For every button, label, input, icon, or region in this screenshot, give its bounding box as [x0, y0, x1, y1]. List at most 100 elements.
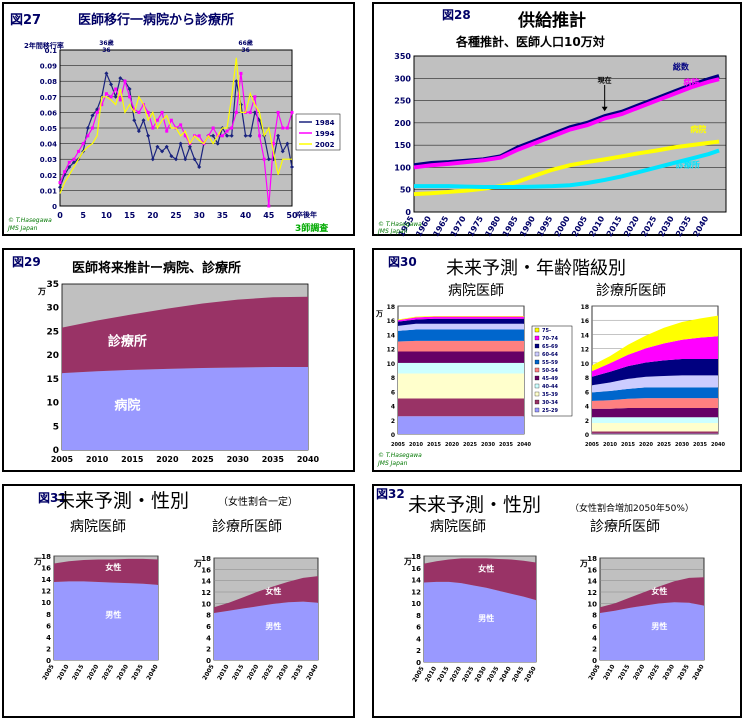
fig32-clin-ytick-label: 12 [587, 589, 597, 597]
fig31-left-sub: 病院医師 [70, 519, 126, 535]
fig28-ytick-label: 350 [394, 52, 411, 61]
fig30-hosp-area-band [398, 362, 524, 374]
fig31-clin-unit: 万 [193, 559, 202, 568]
fig27-data-point [113, 94, 118, 99]
fig30-svg: 図30 未来予測・年齢階級別 病院医師 診療所医師 万 0 2 4 6 8 10 12 14 1… [375, 255, 725, 467]
fig31-hosp-ytick-label: 2 [46, 645, 51, 653]
fig31-hosp-xtick-label: 2030 [116, 664, 130, 682]
fig30-clin-xtick-label: 2005 [585, 442, 599, 448]
fig27-data-point [90, 113, 95, 118]
fig28-ytick-label: 300 [394, 74, 411, 83]
fig27-data-point [132, 118, 137, 123]
fig30-hospital-plot: 0 2 4 6 8 10 12 14 16 18 2005 2010 2015 2020 2025 2030 2… [387, 304, 532, 448]
fig29-ytick-label: 35 [46, 280, 59, 290]
fig27-data-point [281, 126, 285, 130]
fig27-data-point [90, 126, 94, 130]
fig27-data-point [253, 95, 257, 99]
fig28-xtick-label: 1965 [431, 214, 450, 238]
figure-32-panel: 図32 未来予測・性別 （女性割合増加2050年50%） 病院医師 診療所医師 … [372, 484, 742, 718]
fig31-hosp-ytick-label: 14 [41, 576, 51, 584]
fig27-data-point [118, 76, 123, 81]
fig32-clin-ytick-label: 0 [592, 657, 597, 665]
fig29-unit: 万 [37, 287, 46, 296]
fig32-clin-ytick-label: 2 [592, 646, 597, 654]
fig27-data-point [71, 160, 76, 165]
fig31-hosp-ytick-label: 0 [46, 657, 51, 665]
fig28-series-line [413, 77, 720, 170]
fig30-legend-swatch [534, 367, 540, 373]
fig27-data-point [248, 133, 253, 138]
fig27-data-point [104, 92, 108, 96]
fig27-data-point [72, 157, 76, 161]
fig32-clin-xtick-label: 2030 [662, 664, 676, 682]
fig28-plot-bg [413, 55, 727, 213]
fig27-ytick-label: 0.09 [40, 63, 57, 71]
fig30-legend-swatch [534, 391, 540, 397]
fig27-data-point [100, 103, 104, 107]
fig30-clin-ytick-label: 6 [585, 389, 589, 396]
fig27-data-point [183, 134, 187, 138]
fig30-hosp-area-band [398, 323, 524, 331]
fig31-hosp-ytick-label: 4 [46, 634, 51, 642]
fig31-clin-series-label: 女性 [265, 586, 281, 596]
fig30-legend-swatch [534, 359, 540, 365]
fig28-xtick-label: 1970 [449, 214, 468, 238]
fig27-data-point [266, 157, 271, 162]
fig27-data-point [243, 133, 248, 138]
fig27-source: 3師調査 [295, 222, 329, 234]
fig27-annotation-sub: 36 [102, 47, 110, 54]
fig29-xtick-label: 2030 [227, 455, 250, 464]
fig28-series-label: 病院 [683, 77, 699, 87]
fig27-data-point [67, 160, 71, 164]
fig29-ytick-label: 5 [53, 422, 59, 432]
fig31-hosp-unit: 万 [33, 557, 42, 566]
fig29-title: 医師将来推計ー病院、診療所 [72, 260, 241, 276]
fig32-clin-ytick-label: 10 [587, 600, 597, 608]
fig31-hosp-xtick-label: 2015 [71, 664, 85, 682]
fig32-hosp-ytick-label: 0 [416, 659, 421, 667]
fig29-ytick-label: 0 [53, 446, 59, 456]
fig27-data-point [155, 118, 159, 122]
fig30-clin-xtick-label: 2015 [621, 442, 635, 448]
fig27-xtick-label: 50 [286, 211, 298, 220]
fig27-ytick-label: 0.04 [40, 141, 57, 149]
fig32-hosp-ytick-label: 4 [416, 635, 421, 643]
fig27-data-point [211, 126, 215, 130]
fig27-data-point [234, 110, 238, 114]
fig27-data-point [155, 144, 160, 149]
fig27-data-point [160, 110, 164, 114]
fig27-data-point [63, 170, 67, 174]
fig27-data-point [215, 141, 220, 146]
fig30-hosp-ytick-label: 12 [387, 347, 395, 354]
fig30-legend-swatch [534, 343, 540, 349]
fig27-data-point [104, 71, 109, 76]
fig32-clin-ytick-label: 4 [592, 634, 597, 642]
fig30-clin-xtick-label: 2035 [693, 442, 707, 448]
fig32-hosp-area-band [424, 558, 536, 601]
fig31-clin-ytick-label: 10 [201, 600, 211, 608]
fig27-data-point [174, 157, 178, 162]
fig29-xtick-label: 2015 [121, 455, 144, 464]
fig27-data-point [225, 129, 229, 133]
fig27-xlabel: 卒後年 [296, 210, 317, 219]
fig30-hosp-area-band [398, 416, 524, 434]
fig28-series-label: 病院 [690, 124, 706, 134]
fig28-xtick-label: 2040 [691, 214, 710, 238]
fig32-clin-series-label: 男性 [651, 621, 667, 631]
fig27-data-point [146, 133, 151, 138]
fig30-unit: 万 [375, 310, 383, 318]
fig30-hosp-ytick-label: 0 [391, 432, 395, 439]
fig27-data-point [252, 110, 257, 115]
fig30-hosp-xtick-label: 2040 [517, 442, 531, 448]
fig27-data-point [248, 110, 252, 114]
fig32-clin-xtick-label: 2040 [691, 664, 705, 682]
fig32-clin-xtick-label: 2005 [587, 664, 601, 682]
fig31-title: 未来予測・性別 [56, 490, 189, 512]
fig28-annotation: 現在 [598, 76, 612, 85]
fig27-data-point [178, 141, 183, 146]
fig30-legend-label: 50-54 [542, 368, 559, 374]
fig30-clin-area-band [592, 336, 718, 377]
fig27-ytick-label: 0.05 [40, 125, 57, 133]
fig30-legend-label: 25-29 [542, 408, 559, 414]
